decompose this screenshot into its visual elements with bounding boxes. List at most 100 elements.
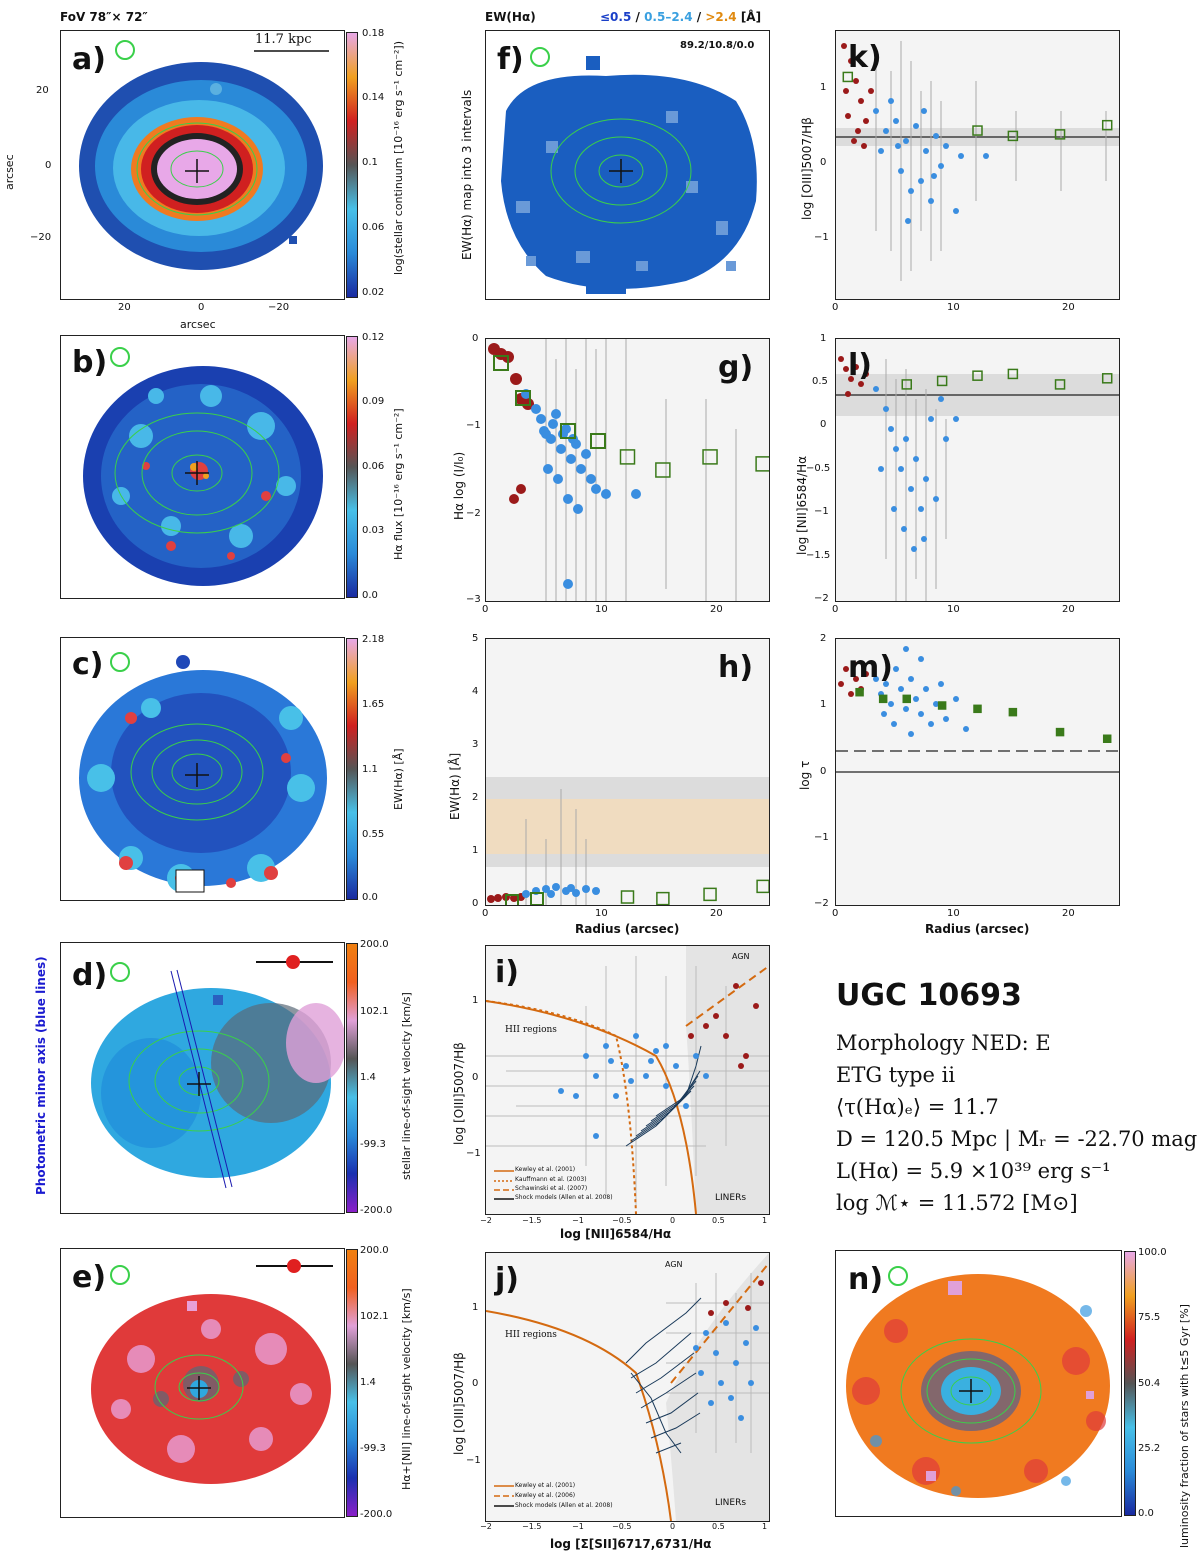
ytick: −2: [466, 508, 481, 519]
morphology: Morphology NED: E: [836, 1031, 1051, 1055]
xtick: −1: [572, 1216, 584, 1225]
tau-value: ⟨τ(Hα)ₑ⟩ = 11.7: [836, 1095, 999, 1119]
panel-j-plot: [485, 1252, 770, 1522]
ew-interval-map: [501, 56, 757, 294]
colorbar-n: [1124, 1251, 1136, 1516]
cbar-tick: 102.1: [360, 1006, 389, 1017]
cbar-tick: 0.1: [362, 157, 378, 168]
xtick: 0.5: [712, 1216, 725, 1225]
panel-b-letter: b): [72, 345, 108, 380]
binned-point: [656, 891, 670, 905]
colorbar-d: [346, 943, 358, 1213]
fraction-label: 89.2/10.8/0.0: [680, 40, 755, 51]
ew-legend-low: ≤0.5: [600, 10, 632, 24]
panel-a-letter: a): [72, 42, 106, 77]
ytick: −2: [814, 593, 829, 604]
distance-magnitude: D = 120.5 Mpc | Mᵣ = -22.70 mag: [836, 1127, 1198, 1151]
panel-m-plot: [835, 638, 1120, 906]
panel-d-map: [60, 942, 345, 1214]
x-axis-label: log [NII]6584/Hα: [560, 1227, 672, 1241]
cbar-tick: 0.55: [362, 829, 385, 840]
panel-k-plot: [835, 30, 1120, 300]
hii-label: HII regions: [505, 1330, 557, 1340]
cbar-label-a: log(stellar continuum [10⁻¹⁶ erg s⁻¹ cm⁻…: [392, 41, 405, 275]
psf-icon: [110, 347, 130, 367]
xtick: 10: [595, 908, 608, 919]
ytick: −1.5: [806, 550, 831, 561]
ytick: 1: [472, 995, 479, 1006]
xtick: 20: [1062, 604, 1075, 615]
xtick: −0.5: [612, 1216, 632, 1225]
cbar-tick: 0.02: [362, 287, 385, 298]
cbar-label-d: stellar line-of-sight velocity [km/s]: [400, 992, 413, 1180]
binned-point: [1055, 727, 1065, 737]
xtick: −2: [480, 1216, 492, 1225]
tau-profile: [836, 646, 1119, 773]
binned-point: [1101, 119, 1113, 131]
cbar-tick: -200.0: [360, 1509, 393, 1520]
panel-k-letter: k): [848, 40, 882, 75]
binned-point: [973, 704, 982, 714]
cbar-tick: 200.0: [360, 939, 389, 950]
binned-point: [1007, 130, 1019, 142]
ytick: 1: [472, 1302, 479, 1313]
xtick: −2: [480, 1522, 492, 1531]
binned-point: [902, 694, 911, 704]
xtick: 20: [118, 302, 131, 313]
panel-l-letter: l): [848, 348, 872, 383]
binned-point: [937, 701, 947, 710]
binned-point: [1007, 368, 1019, 380]
cbar-tick: 0.03: [362, 525, 385, 536]
ytick: 3: [472, 739, 479, 750]
xtick: −1.5: [522, 1216, 542, 1225]
ytick: −1: [814, 232, 829, 243]
psf-icon: [110, 652, 130, 672]
xtick: 10: [947, 604, 960, 615]
panel-l-plot: [835, 338, 1120, 602]
legend-item: Shock models (Allen et al. 2008): [515, 1502, 613, 1509]
panel-g-letter: g): [718, 350, 754, 385]
binned-point: [620, 890, 635, 904]
binned-point: [972, 370, 983, 381]
binned-point: [702, 449, 718, 465]
scale-bar-label: 11.7 kpc: [255, 32, 312, 47]
ytick: −1: [466, 1148, 481, 1159]
cbar-tick: 0.0: [1138, 1508, 1154, 1519]
colorbar-e: [346, 1249, 358, 1517]
y-axis-label: EW(Hα) [Å]: [448, 752, 462, 820]
stellar-velocity-map: [91, 955, 344, 1189]
xtick: 0: [670, 1216, 676, 1225]
agn-label: AGN: [732, 952, 750, 961]
ew-legend-mid: 0.5–2.4: [644, 10, 693, 24]
cbar-tick: 1.65: [362, 699, 385, 710]
cbar-tick: 0.0: [362, 590, 378, 601]
ytick: 2: [820, 633, 827, 644]
young-stars-fraction-map: [846, 1274, 1110, 1498]
binned-point: [855, 687, 864, 697]
legend-item: Kewley et al. (2001): [515, 1166, 576, 1173]
ytick: −1: [814, 506, 829, 517]
fov-title: FoV 78″× 72″: [60, 10, 148, 24]
panel-j-letter: j): [495, 1262, 519, 1297]
panel-c-letter: c): [72, 647, 104, 682]
cbar-tick: 0.18: [362, 28, 385, 39]
panel-a-map: [60, 30, 345, 300]
y-axis-label: Hα log (I/I₀): [452, 451, 466, 520]
ew-legend-unit: [Å]: [736, 10, 762, 24]
legend-item: Kewley et al. (2006): [515, 1492, 576, 1499]
ytick: 1: [820, 333, 827, 344]
cbar-tick: 0.12: [362, 332, 385, 343]
ytick: 0: [45, 160, 52, 171]
cbar-label-b: Hα flux [10⁻¹⁶ erg s⁻¹ cm⁻²]: [392, 408, 405, 560]
cbar-label-n: luminosity fraction of stars with t≤5 Gy…: [1178, 1304, 1191, 1548]
ytick: 0: [472, 1378, 479, 1389]
legend-item: Schawinski et al. (2007): [515, 1185, 588, 1192]
ytick: 0: [820, 419, 827, 430]
panel-n-map: [835, 1250, 1122, 1517]
ytick: 0: [472, 1072, 479, 1083]
y-axis-label: log [OIII]5007/Hβ: [452, 1352, 466, 1455]
xtick: −20: [268, 302, 290, 313]
legend-item: Kewley et al. (2001): [515, 1482, 576, 1489]
ytick: −20: [30, 232, 52, 243]
cbar-tick: 2.18: [362, 634, 385, 645]
